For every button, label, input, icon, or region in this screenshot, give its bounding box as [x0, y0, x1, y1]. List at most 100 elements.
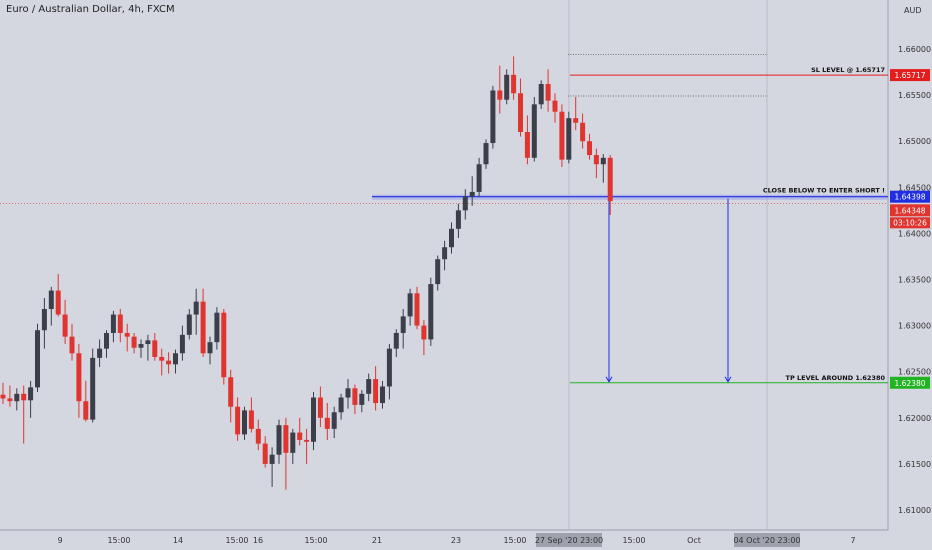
last-price-badge	[890, 204, 930, 217]
countdown-text: 03:10:26	[893, 218, 927, 227]
candle-body	[207, 342, 213, 354]
x-tick-label: 9	[57, 536, 62, 545]
chart-title: Euro / Australian Dollar, 4h, FXCM	[6, 4, 175, 15]
candle-body	[48, 290, 54, 310]
y-tick-label: 1.64000	[898, 229, 931, 238]
candle-body	[255, 428, 261, 444]
candle-body	[497, 90, 503, 100]
candle-body	[262, 443, 268, 464]
candle-body	[559, 111, 565, 160]
candle-body	[76, 353, 82, 402]
candle-body	[69, 336, 75, 354]
last-price-badge-text: 1.64348	[894, 206, 925, 215]
candle-body	[531, 104, 537, 158]
candle-body	[138, 344, 144, 348]
candle-body	[35, 330, 40, 388]
candle-body	[476, 164, 482, 192]
candle-body	[7, 398, 13, 402]
candle-body	[117, 314, 123, 333]
candle-body	[104, 332, 109, 349]
y-tick-label: 1.62000	[898, 414, 931, 423]
candle-body	[421, 325, 427, 340]
countdown-badge	[890, 217, 930, 229]
candle-body	[97, 348, 103, 358]
candle-body	[366, 379, 372, 394]
candle-body	[518, 93, 523, 132]
y-tick-label: 1.61000	[898, 506, 931, 515]
candle-body	[186, 314, 192, 335]
candle-body	[124, 332, 130, 337]
candle-body	[55, 290, 61, 315]
x-tick-label: 21	[372, 536, 382, 545]
x-tick-label: 15:00	[622, 536, 645, 545]
candle-body	[131, 336, 137, 348]
candle-body	[159, 356, 165, 361]
candle-body	[90, 357, 96, 420]
candle-body	[173, 353, 178, 365]
candle-body	[414, 293, 420, 326]
y-tick-label: 1.65000	[898, 137, 931, 146]
candle-body	[324, 417, 330, 429]
time-highlight-badge	[734, 533, 800, 547]
candle-body	[373, 379, 379, 404]
target-arrow-head	[605, 376, 613, 383]
candle-body	[311, 397, 316, 442]
candle-body	[166, 360, 172, 365]
candle-body	[455, 210, 461, 229]
candle-body	[345, 388, 351, 398]
candle-body	[524, 131, 530, 158]
y-tick-label: 1.63000	[898, 322, 931, 331]
candle-body	[179, 334, 185, 354]
candle-body	[242, 410, 247, 435]
tp-badge	[890, 376, 930, 389]
candle-body	[304, 439, 310, 442]
y-tick-label: 1.61500	[898, 460, 931, 469]
candle-body	[442, 247, 448, 260]
candle-body	[380, 386, 385, 404]
candle-body	[545, 84, 551, 101]
candle-body	[338, 397, 344, 413]
y-tick-label: 1.65500	[898, 91, 931, 100]
entry-badge	[890, 190, 930, 203]
target-arrow-head	[724, 376, 732, 383]
candle-body	[469, 191, 475, 197]
x-tick-label: 15:00	[503, 536, 526, 545]
y-tick-label: 1.63500	[898, 276, 931, 285]
candle-body	[587, 141, 592, 156]
candle-body	[214, 312, 220, 343]
candle-body	[200, 301, 206, 354]
candle-body	[110, 314, 116, 333]
candle-body	[359, 393, 365, 405]
x-tick-label: 23	[451, 536, 461, 545]
candle-body	[0, 394, 6, 399]
candle-body	[490, 90, 496, 144]
time-highlight-label: 04 Oct '20 23:00	[733, 536, 800, 545]
candle-body	[14, 393, 20, 402]
candle-body	[566, 118, 572, 160]
x-tick-label: Oct	[687, 536, 701, 545]
candle-body	[407, 293, 413, 317]
time-highlight-badge	[536, 533, 602, 547]
entry-badge-text: 1.64398	[894, 193, 925, 202]
currency-label: AUD	[904, 6, 922, 15]
sl-level-label: SL LEVEL @ 1.65717	[811, 66, 885, 74]
candle-body	[83, 401, 89, 420]
candle-body	[276, 425, 282, 455]
candle-body	[435, 259, 441, 285]
candle-body	[483, 143, 489, 165]
candle-body	[193, 301, 199, 315]
candle-body	[386, 348, 392, 387]
candle-body	[28, 387, 34, 401]
x-tick-label: 14	[173, 536, 183, 545]
tp-badge-text: 1.62380	[894, 379, 925, 388]
y-tick-label: 1.66000	[898, 45, 931, 54]
x-tick-label: 16	[253, 536, 263, 545]
candle-body	[269, 454, 275, 464]
candle-body	[352, 388, 358, 405]
candle-body	[428, 284, 434, 340]
candle-body	[62, 314, 68, 337]
candle-body	[504, 74, 510, 100]
y-tick-label: 1.64500	[898, 183, 931, 192]
entry-level-label: CLOSE BELOW TO ENTER SHORT !	[763, 187, 885, 195]
